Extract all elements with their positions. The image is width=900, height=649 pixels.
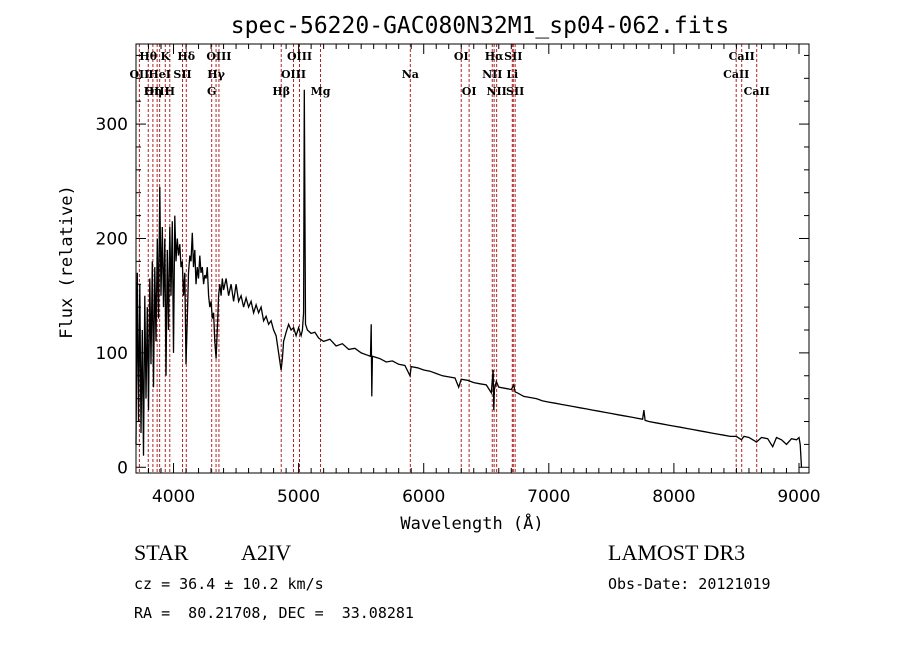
spectral-line-label: G (207, 85, 216, 98)
spectral-line-label: CaII (744, 85, 770, 98)
spectral-line-label: CaII (729, 50, 755, 63)
y-tick-label: 0 (117, 458, 128, 478)
spectral-line-label: Na (402, 68, 419, 81)
spectral-line-label: Hδ (177, 50, 195, 63)
spectral-line-label: K (160, 50, 170, 63)
redshift-text: cz = 36.4 ± 10.2 km/s (134, 575, 324, 593)
spectral-line-label: Li (506, 68, 518, 81)
x-axis-tick-labels: 4000 5000 6000 7000 8000 9000 (152, 487, 821, 507)
spectral-line-label: OIII (281, 68, 306, 81)
spectral-line-label: SII (504, 50, 522, 63)
x-axis-label: Wavelength (Å) (400, 512, 543, 534)
chart-title: spec-56220-GAC080N32M1_sp04-062.fits (231, 13, 730, 39)
x-tick-label: 8000 (652, 487, 695, 507)
spectral-line-label: OIII (145, 85, 170, 98)
x-tick-label: 4000 (152, 487, 195, 507)
object-subclass: A2IV (241, 540, 292, 565)
spectral-line-label: CaII (723, 68, 749, 81)
spectral-line-label: Hθ (139, 50, 157, 63)
y-axis-tick-labels: 0 100 200 300 (96, 115, 128, 478)
spectral-line-label: HeI (148, 68, 171, 81)
y-tick-label: 300 (96, 115, 128, 135)
x-tick-label: 6000 (402, 487, 445, 507)
spectral-line-label: SII (506, 85, 524, 98)
spectral-line-label: OI (462, 85, 477, 98)
y-tick-label: 100 (96, 344, 128, 364)
spectral-line-label: Mg (311, 85, 331, 98)
survey-name: LAMOST DR3 (608, 540, 746, 565)
plot-frame (135, 43, 810, 474)
x-axis-ticks (135, 44, 800, 473)
x-tick-label: 5000 (277, 487, 320, 507)
spectral-line-label: Hη (144, 85, 162, 98)
spectral-line-markers (138, 44, 758, 473)
spectral-line-label: NII (486, 85, 506, 98)
x-tick-label: 7000 (527, 487, 570, 507)
spectral-line-label: NII (482, 68, 502, 81)
spectral-line-label: Hγ (207, 68, 225, 81)
y-axis-ticks (136, 54, 809, 468)
x-tick-label: 9000 (777, 487, 820, 507)
spectral-line-label: OIII (206, 50, 231, 63)
y-axis-label: Flux (relative) (57, 185, 77, 339)
coordinates-text: RA = 80.21708, DEC = 33.08281 (134, 604, 414, 622)
y-tick-label: 200 (96, 229, 128, 249)
spectral-line-label: OII (129, 68, 149, 81)
spectral-line-label: OIII (287, 50, 312, 63)
spectral-line-label: OI (454, 50, 469, 63)
spectral-line-label: H (165, 85, 175, 98)
spectrum-series-line (135, 89, 803, 468)
object-class: STAR (134, 540, 189, 565)
spectral-line-label: Hβ (272, 85, 290, 98)
obs-date-text: Obs-Date: 20121019 (608, 575, 771, 593)
spectral-line-label: Hα (485, 50, 504, 63)
spectral-line-label: SII (173, 68, 191, 81)
